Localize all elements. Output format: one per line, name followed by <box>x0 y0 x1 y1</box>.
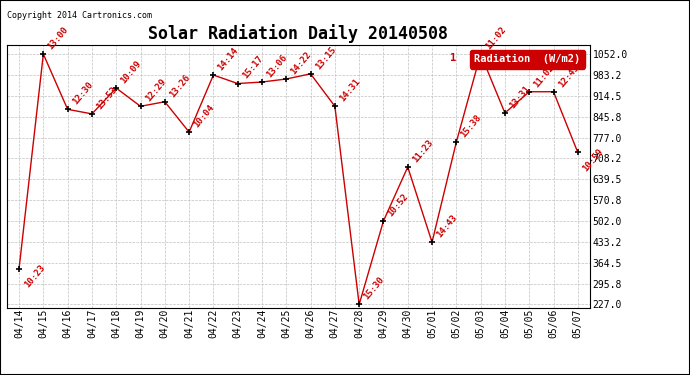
Text: 12:30: 12:30 <box>70 80 95 106</box>
Text: 15:30: 15:30 <box>362 275 386 302</box>
Text: 13:53: 13:53 <box>95 85 119 111</box>
Text: 10:23: 10:23 <box>23 263 48 290</box>
Text: 11:02: 11:02 <box>484 25 508 51</box>
Text: 13:06: 13:06 <box>265 53 289 79</box>
Text: 13:15: 13:15 <box>313 45 337 71</box>
Legend: Radiation  (W/m2): Radiation (W/m2) <box>470 50 584 69</box>
Text: 13:26: 13:26 <box>168 73 192 99</box>
Text: 11:23: 11:23 <box>411 138 435 164</box>
Text: 14:43: 14:43 <box>435 213 459 240</box>
Text: 14:14: 14:14 <box>216 46 240 72</box>
Text: 15:17: 15:17 <box>241 54 265 81</box>
Text: 10:04: 10:04 <box>192 103 216 129</box>
Text: 1: 1 <box>450 53 456 63</box>
Text: 12:29: 12:29 <box>144 77 168 104</box>
Text: 12:43: 12:43 <box>556 63 580 89</box>
Text: Copyright 2014 Cartronics.com: Copyright 2014 Cartronics.com <box>7 11 152 20</box>
Text: 11:02: 11:02 <box>532 63 556 89</box>
Text: 14:22: 14:22 <box>289 50 313 76</box>
Text: 15:38: 15:38 <box>459 113 483 140</box>
Text: 10:52: 10:52 <box>386 192 411 218</box>
Text: 14:31: 14:31 <box>337 77 362 104</box>
Text: 13:00: 13:00 <box>46 25 70 51</box>
Title: Solar Radiation Daily 20140508: Solar Radiation Daily 20140508 <box>148 24 448 44</box>
Text: 13:31: 13:31 <box>508 84 532 110</box>
Text: 10:59: 10:59 <box>580 147 604 173</box>
Text: 10:09: 10:09 <box>119 59 143 86</box>
